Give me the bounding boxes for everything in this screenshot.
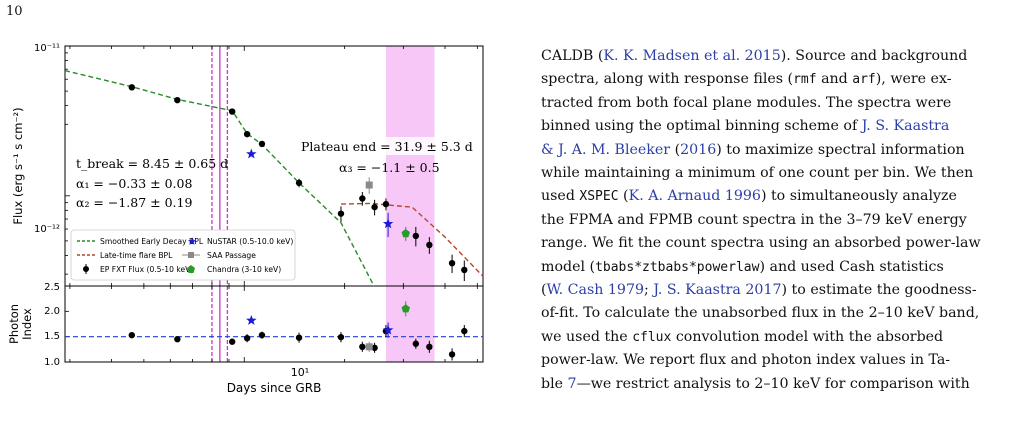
legend-saa: SAA Passage bbox=[207, 251, 256, 260]
body-paragraph: CALDB (K. K. Madsen et al. 2015). Source… bbox=[541, 45, 1021, 396]
citation-link[interactable]: J. S. Kaastra bbox=[861, 118, 950, 135]
ep-point bbox=[174, 96, 181, 104]
ep-point bbox=[295, 179, 303, 187]
ep-point bbox=[371, 203, 378, 211]
ep-point bbox=[337, 333, 345, 341]
annotation-tbreak: t_break = 8.45 ± 0.65 d bbox=[76, 156, 228, 171]
citation-link[interactable]: W. Cash 1979 bbox=[546, 282, 645, 299]
ep-point bbox=[426, 343, 433, 350]
text-line: spectra, along with response files (rmf … bbox=[541, 71, 952, 88]
idx-ytick-2: 2.0 bbox=[44, 306, 60, 317]
chandra-point bbox=[401, 304, 410, 313]
legend-swatch-chandra bbox=[187, 265, 195, 273]
text-line: range. We fit the count spectra using an… bbox=[541, 235, 981, 252]
annotation-plateau: Plateau end = 31.9 ± 5.3 d bbox=[301, 139, 473, 154]
text-line: tracted from both focal plane modules. T… bbox=[541, 94, 952, 111]
flare-bpl-curve bbox=[340, 202, 484, 277]
chandra-point bbox=[401, 229, 410, 238]
ep-point bbox=[243, 130, 251, 138]
y-axis-label: Flux (erg s⁻¹ s cm⁻²) bbox=[11, 107, 25, 224]
xtick-10: 10¹ bbox=[291, 366, 309, 379]
text-line: binned using the optimal binning scheme … bbox=[541, 118, 950, 135]
text-line: (W. Cash 1979; J. S. Kaastra 2017) to es… bbox=[541, 282, 977, 299]
ep-point bbox=[448, 351, 456, 358]
legend-flare: Late-time flare BPL bbox=[100, 251, 173, 260]
ep-point bbox=[359, 195, 366, 202]
legend-smoothed: Smoothed Early Decay BPL bbox=[100, 237, 204, 246]
idx-ylabel-2: Index bbox=[20, 308, 34, 340]
ep-point bbox=[258, 331, 266, 339]
text-line: used XSPEC (K. A. Arnaud 1996) to simult… bbox=[541, 188, 957, 205]
nustar-point bbox=[382, 324, 394, 335]
ep-point bbox=[359, 343, 366, 350]
ep-point bbox=[426, 241, 433, 249]
body-text-column: CALDB (K. K. Madsen et al. 2015). Source… bbox=[541, 45, 1021, 396]
idx-ylabel-1: Photon bbox=[7, 304, 21, 344]
index-panel-frame bbox=[64, 285, 484, 363]
legend: Smoothed Early Decay BPL Late-time flare… bbox=[70, 229, 296, 281]
ytick-top: 10⁻¹¹ bbox=[34, 43, 60, 54]
ep-point bbox=[128, 331, 136, 339]
citation-link[interactable]: & J. A. M. Bleeker bbox=[541, 141, 671, 158]
text-line: & J. A. M. Bleeker (2016) to maximize sp… bbox=[541, 141, 965, 158]
legend-nustar: NuSTAR (0.5-10.0 keV) bbox=[207, 237, 293, 246]
annotation-alpha1: α₁ = −0.33 ± 0.08 bbox=[76, 176, 192, 191]
ep-point bbox=[128, 84, 136, 91]
x-axis-label: Days since GRB bbox=[227, 381, 322, 395]
smoothed-bpl-curve bbox=[64, 69, 375, 287]
ep-point bbox=[382, 200, 390, 208]
citation-link[interactable]: 2016 bbox=[680, 141, 717, 158]
text-line: model (tbabs*ztbabs*powerlaw) and used C… bbox=[541, 258, 944, 275]
ep-point bbox=[174, 336, 181, 343]
saa-point bbox=[365, 343, 373, 351]
text-line: we used the cflux convolution model with… bbox=[541, 328, 944, 345]
legend-swatch-nustar: ★ bbox=[187, 235, 197, 248]
annotation-alpha3: α₃ = −1.1 ± 0.5 bbox=[339, 160, 440, 175]
citation-link[interactable]: J. S. Kaastra 2017 bbox=[653, 282, 782, 299]
ep-point bbox=[258, 140, 266, 148]
text-line: power-law. We report flux and photon ind… bbox=[541, 352, 951, 369]
text-line: the FPMA and FPMB count spectra in the 3… bbox=[541, 211, 967, 228]
text-line: while maintaining a minimum of one count… bbox=[541, 165, 974, 182]
annotation-alpha2: α₂ = −1.87 ± 0.19 bbox=[76, 195, 192, 210]
ep-point bbox=[371, 344, 378, 352]
ytick-bottom: 2.5 bbox=[44, 282, 60, 293]
ep-point bbox=[448, 259, 456, 267]
ep-point bbox=[295, 334, 303, 341]
ytick-mid: 10⁻¹² bbox=[34, 224, 60, 235]
idx-ytick-15: 1.5 bbox=[44, 331, 60, 342]
ep-point bbox=[228, 108, 236, 115]
legend-ep: EP FXT Flux (0.5-10 keV) bbox=[100, 265, 193, 274]
citation-link[interactable]: K. A. Arnaud 1996 bbox=[628, 188, 761, 205]
flare-shaded-band bbox=[385, 46, 435, 362]
ep-point bbox=[461, 327, 468, 335]
table-link[interactable]: 7 bbox=[567, 375, 577, 392]
ep-point bbox=[337, 210, 345, 217]
ep-point bbox=[412, 232, 420, 240]
idx-ytick-1: 1.0 bbox=[44, 357, 60, 368]
page-number: 10 bbox=[6, 4, 23, 19]
text-line: of-fit. To calculate the unabsorbed flux… bbox=[541, 305, 980, 322]
nustar-point bbox=[382, 218, 394, 229]
citation-link[interactable]: K. K. Madsen et al. 2015 bbox=[603, 48, 781, 64]
ep-point bbox=[461, 266, 468, 274]
figure: 10⁻¹¹ 10⁻¹² 2.5 2.0 1.5 1.0 10¹ Days sin… bbox=[7, 43, 484, 395]
ep-point bbox=[412, 340, 420, 347]
nustar-point bbox=[246, 315, 257, 325]
text-line: ble 7—we restrict analysis to 2–10 keV f… bbox=[541, 375, 970, 392]
ep-point bbox=[243, 334, 251, 342]
plateau-box bbox=[295, 137, 471, 155]
text-line: CALDB (K. K. Madsen et al. 2015). Source… bbox=[541, 48, 968, 64]
legend-chandra: Chandra (3-10 keV) bbox=[207, 265, 281, 274]
ep-point bbox=[228, 338, 236, 345]
saa-point bbox=[365, 181, 373, 189]
nustar-point bbox=[246, 148, 257, 159]
